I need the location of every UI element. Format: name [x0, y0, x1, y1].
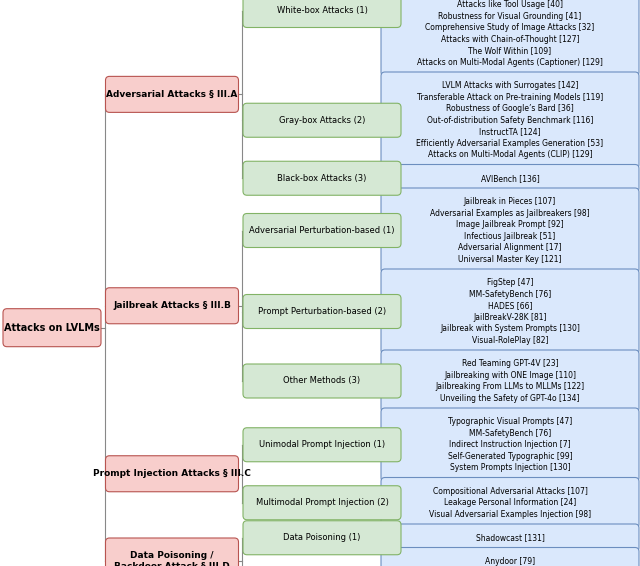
FancyBboxPatch shape	[243, 364, 401, 398]
Text: Adversarial Perturbation-based (1): Adversarial Perturbation-based (1)	[249, 226, 395, 235]
FancyBboxPatch shape	[381, 408, 639, 482]
FancyBboxPatch shape	[243, 486, 401, 520]
Text: Typographic Visual Prompts [47]
MM-SafetyBench [76]
Indirect Instruction Injecti: Typographic Visual Prompts [47] MM-Safet…	[448, 417, 572, 472]
FancyBboxPatch shape	[243, 103, 401, 137]
Text: LVLM Attacks with Surrogates [142]
Transferable Attack on Pre-training Models [1: LVLM Attacks with Surrogates [142] Trans…	[417, 82, 604, 159]
Text: Multimodal Prompt Injection (2): Multimodal Prompt Injection (2)	[255, 498, 388, 507]
FancyBboxPatch shape	[243, 0, 401, 28]
FancyBboxPatch shape	[243, 521, 401, 555]
Text: White-box Attacks (1): White-box Attacks (1)	[276, 6, 367, 15]
FancyBboxPatch shape	[3, 308, 101, 347]
FancyBboxPatch shape	[106, 288, 239, 324]
Text: Data Poisoning /
Backdoor Attack § III.D: Data Poisoning / Backdoor Attack § III.D	[114, 551, 230, 566]
Text: Jailbreak in Pieces [107]
Adversarial Examples as Jailbreakers [98]
Image Jailbr: Jailbreak in Pieces [107] Adversarial Ex…	[430, 198, 590, 264]
Text: Shadowcast [131]: Shadowcast [131]	[476, 533, 545, 542]
Text: Unimodal Prompt Injection (1): Unimodal Prompt Injection (1)	[259, 440, 385, 449]
FancyBboxPatch shape	[381, 0, 639, 76]
Text: Adversarial Attacks § III.A: Adversarial Attacks § III.A	[106, 90, 237, 99]
FancyBboxPatch shape	[381, 72, 639, 169]
FancyBboxPatch shape	[381, 165, 639, 192]
Text: Compositional Adversarial Attacks [107]
Leakage Personal Information [24]
Visual: Compositional Adversarial Attacks [107] …	[429, 487, 591, 518]
Text: Prompt Perturbation-based (2): Prompt Perturbation-based (2)	[258, 307, 386, 316]
Text: Attacks on LVLMs: Attacks on LVLMs	[4, 323, 100, 333]
FancyBboxPatch shape	[106, 538, 239, 566]
Text: Anydoor [79]
VL-Trojan [67]
Physical Backdoor Attacks [90]
ImgTrojan [110]
Revis: Anydoor [79] VL-Trojan [67] Physical Bac…	[447, 557, 573, 566]
Text: Red Teaming GPT-4V [23]
Jailbreaking with ONE Image [110]
Jailbreaking From LLMs: Red Teaming GPT-4V [23] Jailbreaking wit…	[435, 359, 584, 402]
FancyBboxPatch shape	[381, 350, 639, 412]
FancyBboxPatch shape	[381, 524, 639, 551]
Text: CroPA [80]
Robustness of Multi-Modal Foundation Models [105]
Image Hijacks [10]
: CroPA [80] Robustness of Multi-Modal Fou…	[411, 0, 609, 67]
Text: Gray-box Attacks (2): Gray-box Attacks (2)	[279, 116, 365, 125]
FancyBboxPatch shape	[243, 213, 401, 247]
FancyBboxPatch shape	[381, 269, 639, 354]
FancyBboxPatch shape	[381, 547, 639, 566]
FancyBboxPatch shape	[381, 478, 639, 528]
Text: FigStep [47]
MM-SafetyBench [76]
HADES [66]
JailBreakV-28K [81]
Jailbreak with S: FigStep [47] MM-SafetyBench [76] HADES […	[440, 278, 580, 345]
Text: Black-box Attacks (3): Black-box Attacks (3)	[277, 174, 367, 183]
FancyBboxPatch shape	[381, 188, 639, 273]
FancyBboxPatch shape	[243, 428, 401, 462]
Text: Jailbreak Attacks § III.B: Jailbreak Attacks § III.B	[113, 301, 231, 310]
FancyBboxPatch shape	[243, 294, 401, 328]
FancyBboxPatch shape	[106, 456, 239, 492]
FancyBboxPatch shape	[106, 76, 239, 113]
Text: Prompt Injection Attacks § III.C: Prompt Injection Attacks § III.C	[93, 469, 251, 478]
Text: AVIBench [136]: AVIBench [136]	[481, 174, 540, 183]
Text: Other Methods (3): Other Methods (3)	[284, 376, 360, 385]
Text: Data Poisoning (1): Data Poisoning (1)	[284, 533, 361, 542]
FancyBboxPatch shape	[243, 161, 401, 195]
